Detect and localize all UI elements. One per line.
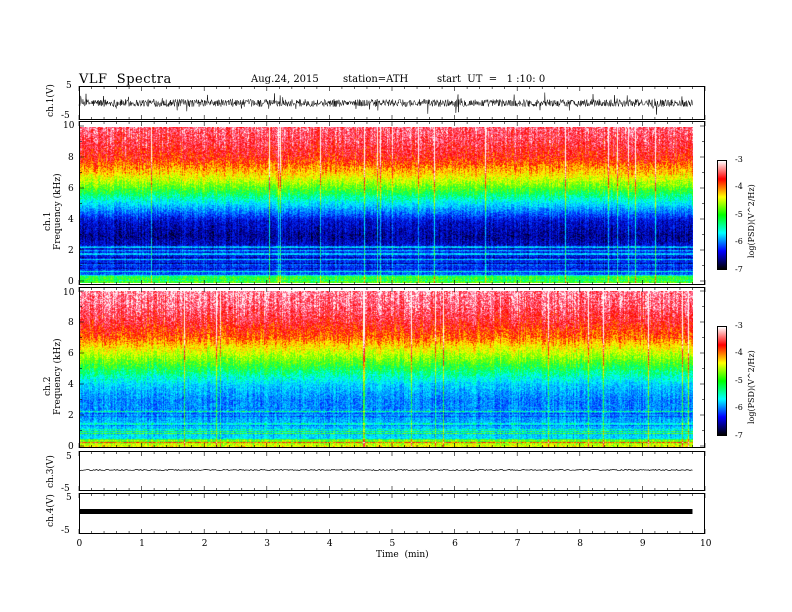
cbar2-tick-m3: -3 <box>735 321 743 330</box>
ch1-spectrogram-ylabel-line2: Frequency (kHz) <box>53 173 63 250</box>
cbar1-tick-m3: -3 <box>735 155 743 164</box>
x-tick-label-7: 7 <box>514 539 521 549</box>
ch1-spec-ytick-4: 4 <box>68 215 74 225</box>
x-axis-label: Time (min) <box>376 550 429 560</box>
cbar2-label: log(PSD)(V^2/Hz) <box>747 350 756 424</box>
x-tick-label-3: 3 <box>264 539 271 549</box>
ch3-waveform-ylabel: ch.3(V) <box>46 455 56 488</box>
ch2-spectrogram-ylabel-line2: Frequency (kHz) <box>53 338 63 415</box>
station-label: station=ATH <box>343 74 409 85</box>
ch4-waveform-line <box>79 509 693 514</box>
cbar2-tick-m7: -7 <box>735 431 743 440</box>
x-tick-label-2: 2 <box>201 539 208 549</box>
ch1-spec-ytick-8: 8 <box>68 153 74 163</box>
x-tick-label-10: 10 <box>700 539 712 549</box>
x-tick-label-0: 0 <box>76 539 83 549</box>
ch2-spec-ytick-8: 8 <box>68 318 74 328</box>
ch1-spec-ytick-2: 2 <box>68 246 74 256</box>
ch1-spec-ytick-0: 0 <box>68 277 74 287</box>
cbar1-label: log(PSD)(V^2/Hz) <box>747 184 756 258</box>
ch2-spec-ytick-4: 4 <box>68 380 74 390</box>
ch3-wave-ytick-bottom: -5 <box>61 484 70 494</box>
ch2-spectrogram-ylabel-line1: ch.2 <box>43 376 53 396</box>
ch1-wave-ytick-bottom: -5 <box>61 111 70 121</box>
ch4-waveform-ylabel: ch.4(V) <box>46 494 56 527</box>
cbar1-tick-m5: -5 <box>735 210 743 219</box>
cbar1-tick-m7: -7 <box>735 265 743 274</box>
x-tick-label-8: 8 <box>577 539 584 549</box>
start-time-label: start UT = 1 :10: 0 <box>437 74 546 85</box>
ch1-wave-ytick-top: 5 <box>66 81 72 91</box>
ch2-spec-ytick-0: 0 <box>68 442 74 452</box>
x-tick-label-5: 5 <box>389 539 396 549</box>
date-label: Aug.24, 2015 <box>251 74 319 85</box>
ch2-spec-ytick-2: 2 <box>68 411 74 421</box>
ch3-waveform-line <box>78 468 693 472</box>
cbar1-tick-m4: -4 <box>735 182 743 191</box>
ch1-waveform-ylabel: ch.1(V) <box>46 84 56 117</box>
ch1-spectrogram-image <box>80 127 693 283</box>
ch2-spec-ytick-6: 6 <box>68 349 74 359</box>
ch4-wave-ytick-bottom: -5 <box>61 526 70 536</box>
ch2-spectrogram-image <box>80 291 693 447</box>
colorbar-ch1 <box>717 160 727 270</box>
ch4-wave-ytick-top: 5 <box>66 493 72 503</box>
cbar2-tick-m4: -4 <box>735 348 743 357</box>
ch1-waveform-line <box>78 92 693 115</box>
ch1-spectrogram-ylabel-line1: ch.1 <box>43 211 53 231</box>
ch3-wave-ytick-top: 5 <box>66 452 72 462</box>
colorbar-ch2 <box>717 326 727 436</box>
ch2-spectrogram-panel <box>79 287 705 448</box>
x-tick-label-6: 6 <box>452 539 458 549</box>
cbar2-tick-m6: -6 <box>735 403 743 412</box>
ch1-spec-ytick-10: 10 <box>63 121 75 131</box>
cbar1-tick-m6: -6 <box>735 237 743 246</box>
x-tick-label-4: 4 <box>326 539 333 549</box>
ch2-spec-ytick-10: 10 <box>63 288 75 298</box>
page-title: VLF Spectra <box>79 72 172 87</box>
x-tick-label-1: 1 <box>139 539 145 549</box>
x-tick-label-9: 9 <box>639 539 646 549</box>
ch1-spec-ytick-6: 6 <box>68 184 74 194</box>
cbar2-tick-m5: -5 <box>735 376 743 385</box>
